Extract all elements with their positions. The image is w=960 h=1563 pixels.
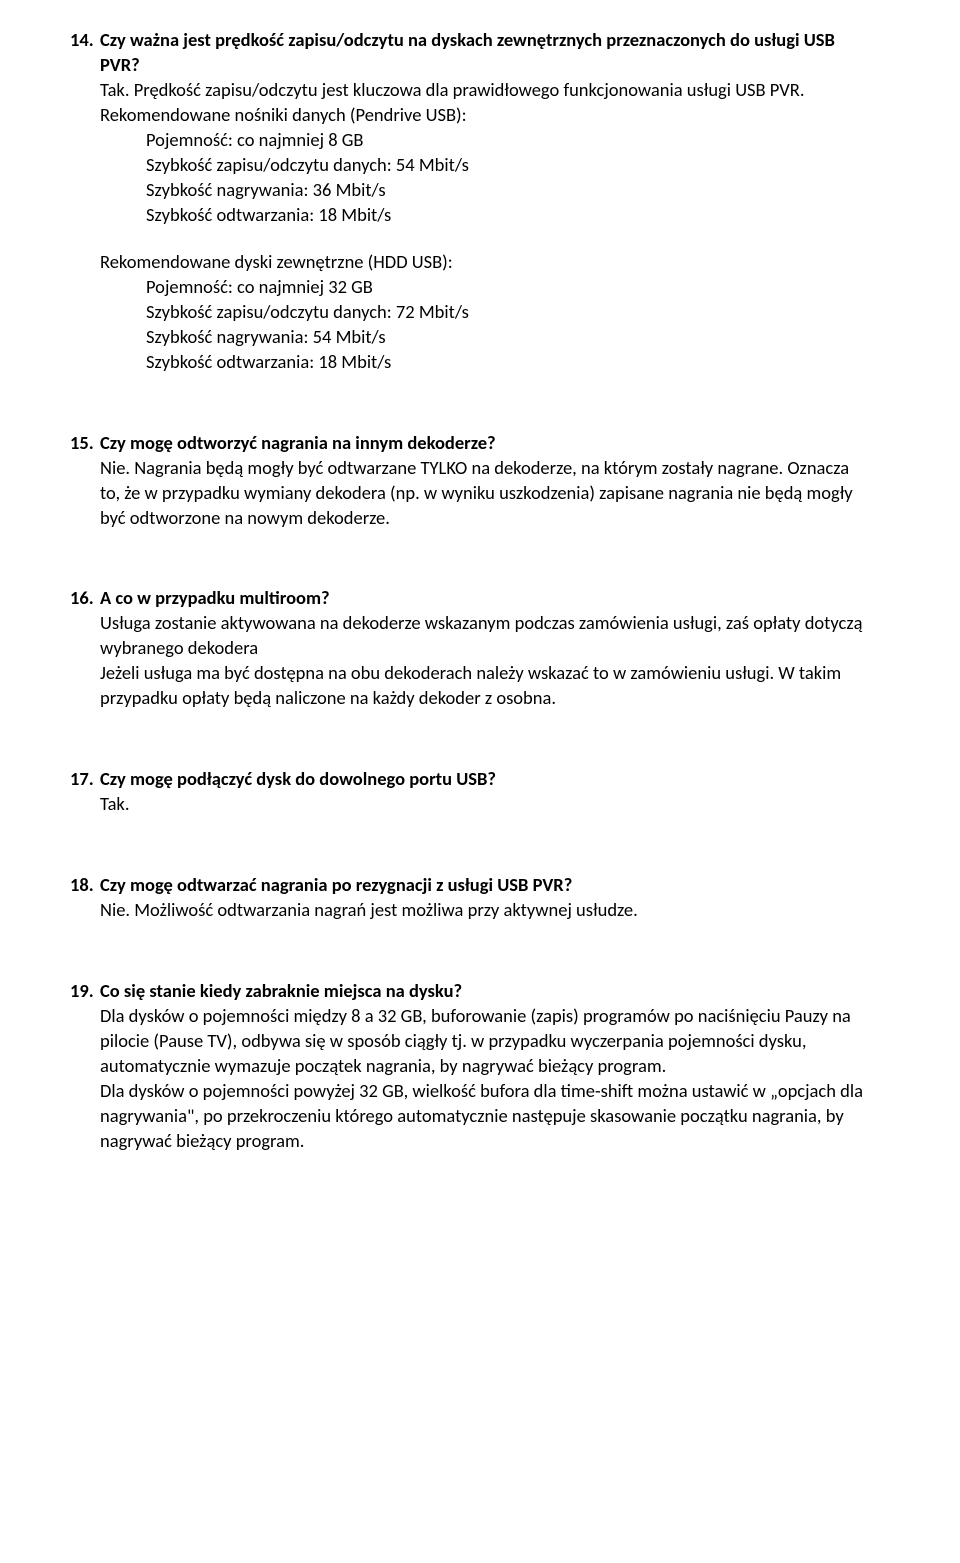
spec-line: Pojemność: co najmniej 8 GB: [146, 128, 868, 153]
answer-paragraph: Dla dysków o pojemności między 8 a 32 GB…: [100, 1004, 868, 1079]
answer-paragraph: Jeżeli usługa ma być dostępna na obu dek…: [100, 661, 868, 711]
question-number: 14.: [70, 28, 100, 53]
faq-item-18: 18. Czy mogę odtwarzać nagrania po rezyg…: [70, 873, 868, 923]
spec-line: Szybkość zapisu/odczytu danych: 54 Mbit/…: [146, 153, 868, 178]
answer-body: Dla dysków o pojemności między 8 a 32 GB…: [100, 1004, 868, 1154]
faq-item-15: 15. Czy mogę odtworzyć nagrania na innym…: [70, 431, 868, 531]
answer-body: Nie. Nagrania będą mogły być odtwarzane …: [100, 456, 868, 531]
faq-item-14: 14. Czy ważna jest prędkość zapisu/odczy…: [70, 28, 868, 375]
faq-item-17: 17. Czy mogę podłączyć dysk do dowolnego…: [70, 767, 868, 817]
spec-line: Szybkość zapisu/odczytu danych: 72 Mbit/…: [146, 300, 868, 325]
question-number: 15.: [70, 431, 100, 456]
spec-line: Szybkość odtwarzania: 18 Mbit/s: [146, 350, 868, 375]
question-row: 19. Co się stanie kiedy zabraknie miejsc…: [70, 979, 868, 1004]
answer-paragraph: Nie. Nagrania będą mogły być odtwarzane …: [100, 456, 868, 531]
spec-line: Pojemność: co najmniej 32 GB: [146, 275, 868, 300]
question-number: 18.: [70, 873, 100, 898]
question-text: Co się stanie kiedy zabraknie miejsca na…: [100, 979, 868, 1004]
question-row: 14. Czy ważna jest prędkość zapisu/odczy…: [70, 28, 868, 78]
question-row: 18. Czy mogę odtwarzać nagrania po rezyg…: [70, 873, 868, 898]
spec-title: Rekomendowane dyski zewnętrzne (HDD USB)…: [100, 250, 868, 275]
faq-item-19: 19. Co się stanie kiedy zabraknie miejsc…: [70, 979, 868, 1154]
question-text: Czy mogę odtworzyć nagrania na innym dek…: [100, 431, 868, 456]
question-text: Czy mogę odtwarzać nagrania po rezygnacj…: [100, 873, 868, 898]
answer-body: Tak.: [100, 792, 868, 817]
answer-paragraph: Tak. Prędkość zapisu/odczytu jest kluczo…: [100, 78, 868, 103]
question-number: 16.: [70, 586, 100, 611]
question-text: Czy mogę podłączyć dysk do dowolnego por…: [100, 767, 868, 792]
question-row: 17. Czy mogę podłączyć dysk do dowolnego…: [70, 767, 868, 792]
question-row: 15. Czy mogę odtworzyć nagrania na innym…: [70, 431, 868, 456]
spec-block-hdd: Rekomendowane dyski zewnętrzne (HDD USB)…: [100, 250, 868, 375]
question-row: 16. A co w przypadku multiroom?: [70, 586, 868, 611]
spec-block-pendrive: Rekomendowane nośniki danych (Pendrive U…: [100, 103, 868, 228]
spec-title: Rekomendowane nośniki danych (Pendrive U…: [100, 103, 868, 128]
question-number: 19.: [70, 979, 100, 1004]
answer-paragraph: Usługa zostanie aktywowana na dekoderze …: [100, 611, 868, 661]
spec-line: Szybkość nagrywania: 54 Mbit/s: [146, 325, 868, 350]
spec-line: Szybkość nagrywania: 36 Mbit/s: [146, 178, 868, 203]
question-number: 17.: [70, 767, 100, 792]
answer-paragraph: Dla dysków o pojemności powyżej 32 GB, w…: [100, 1079, 868, 1154]
question-text: Czy ważna jest prędkość zapisu/odczytu n…: [100, 28, 868, 78]
answer-body: Usługa zostanie aktywowana na dekoderze …: [100, 611, 868, 711]
answer-body: Nie. Możliwość odtwarzania nagrań jest m…: [100, 898, 868, 923]
question-text: A co w przypadku multiroom?: [100, 586, 868, 611]
faq-item-16: 16. A co w przypadku multiroom? Usługa z…: [70, 586, 868, 711]
answer-paragraph: Nie. Możliwość odtwarzania nagrań jest m…: [100, 898, 868, 923]
answer-body: Tak. Prędkość zapisu/odczytu jest kluczo…: [100, 78, 868, 103]
spec-line: Szybkość odtwarzania: 18 Mbit/s: [146, 203, 868, 228]
answer-paragraph: Tak.: [100, 792, 868, 817]
